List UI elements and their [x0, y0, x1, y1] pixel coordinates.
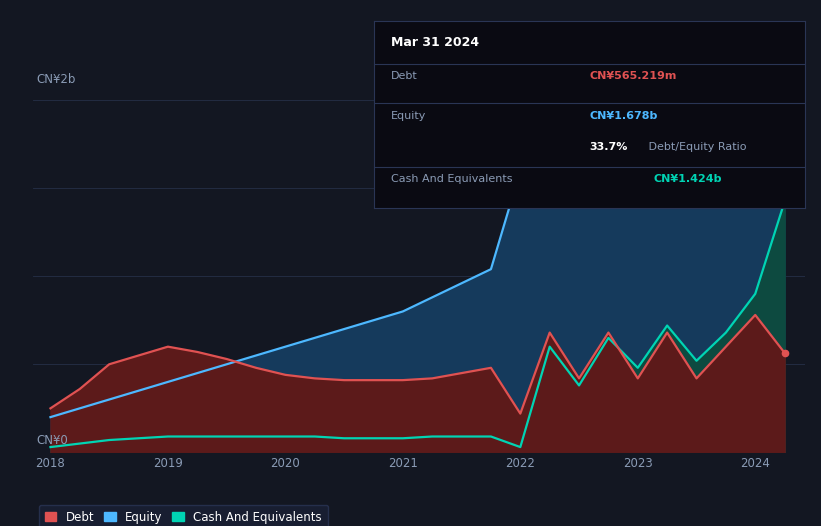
Text: 33.7%: 33.7% [589, 143, 627, 153]
Text: CN¥1.678b: CN¥1.678b [589, 110, 658, 120]
Text: Equity: Equity [391, 110, 426, 120]
Text: Debt: Debt [391, 72, 418, 82]
Text: CN¥565.219m: CN¥565.219m [589, 72, 677, 82]
Text: CN¥2b: CN¥2b [36, 73, 76, 86]
Text: Cash And Equivalents: Cash And Equivalents [391, 174, 512, 184]
Text: Mar 31 2024: Mar 31 2024 [391, 36, 479, 49]
Text: Debt/Equity Ratio: Debt/Equity Ratio [645, 143, 746, 153]
Legend: Debt, Equity, Cash And Equivalents: Debt, Equity, Cash And Equivalents [39, 505, 328, 526]
Text: CN¥0: CN¥0 [36, 434, 68, 447]
Text: CN¥1.424b: CN¥1.424b [654, 174, 722, 184]
